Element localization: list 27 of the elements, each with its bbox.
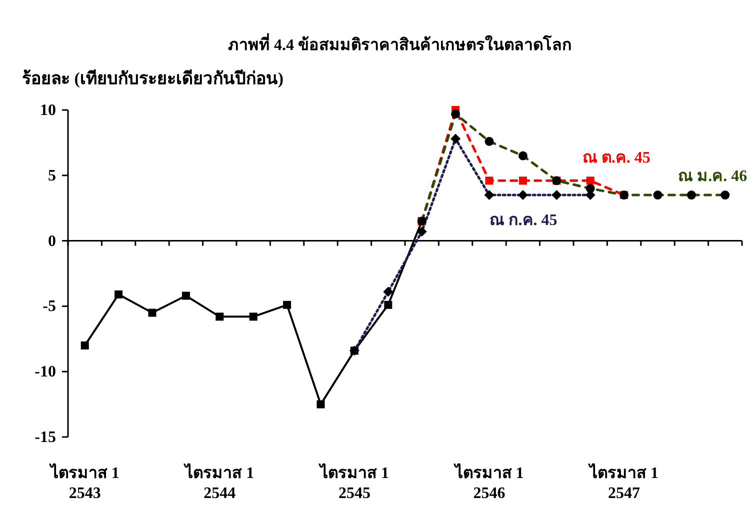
point bbox=[182, 292, 190, 300]
y-tick-label: -5 bbox=[42, 298, 56, 316]
point bbox=[316, 400, 325, 408]
y-tick-label: -15 bbox=[34, 429, 56, 446]
x-tick-label: ไตรมาส 1 2547 bbox=[588, 463, 659, 502]
series-label: ณ ก.ค. 45 bbox=[489, 212, 558, 230]
point bbox=[148, 308, 156, 317]
series-label: ณ ต.ค. 45 bbox=[582, 150, 650, 167]
x-tick-label: ไตรมาส 1 2546 bbox=[452, 463, 524, 502]
point bbox=[384, 300, 392, 309]
y-tick-label: 5 bbox=[48, 167, 56, 184]
point bbox=[216, 312, 224, 321]
series-label: ณ ม.ค. 46 bbox=[678, 168, 748, 186]
point bbox=[249, 312, 258, 321]
y-tick-label: 0 bbox=[48, 232, 56, 250]
point bbox=[114, 290, 123, 298]
x-tick-label: ไตรมาส 1 2544 bbox=[183, 463, 254, 502]
point bbox=[485, 176, 494, 185]
point bbox=[586, 176, 594, 185]
x-tick-label: ไตรมาส 1 2545 bbox=[318, 463, 389, 502]
point bbox=[283, 300, 292, 309]
point bbox=[518, 176, 527, 185]
ylabel: ร้อยละ (เทียบกับระยะเดียวกันปีก่อน) bbox=[22, 69, 284, 88]
point bbox=[80, 341, 89, 350]
y-tick-label: -10 bbox=[34, 364, 56, 381]
y-tick-label: 10 bbox=[40, 102, 56, 119]
x-tick-label: ไตรมาส 1 2543 bbox=[48, 463, 120, 502]
